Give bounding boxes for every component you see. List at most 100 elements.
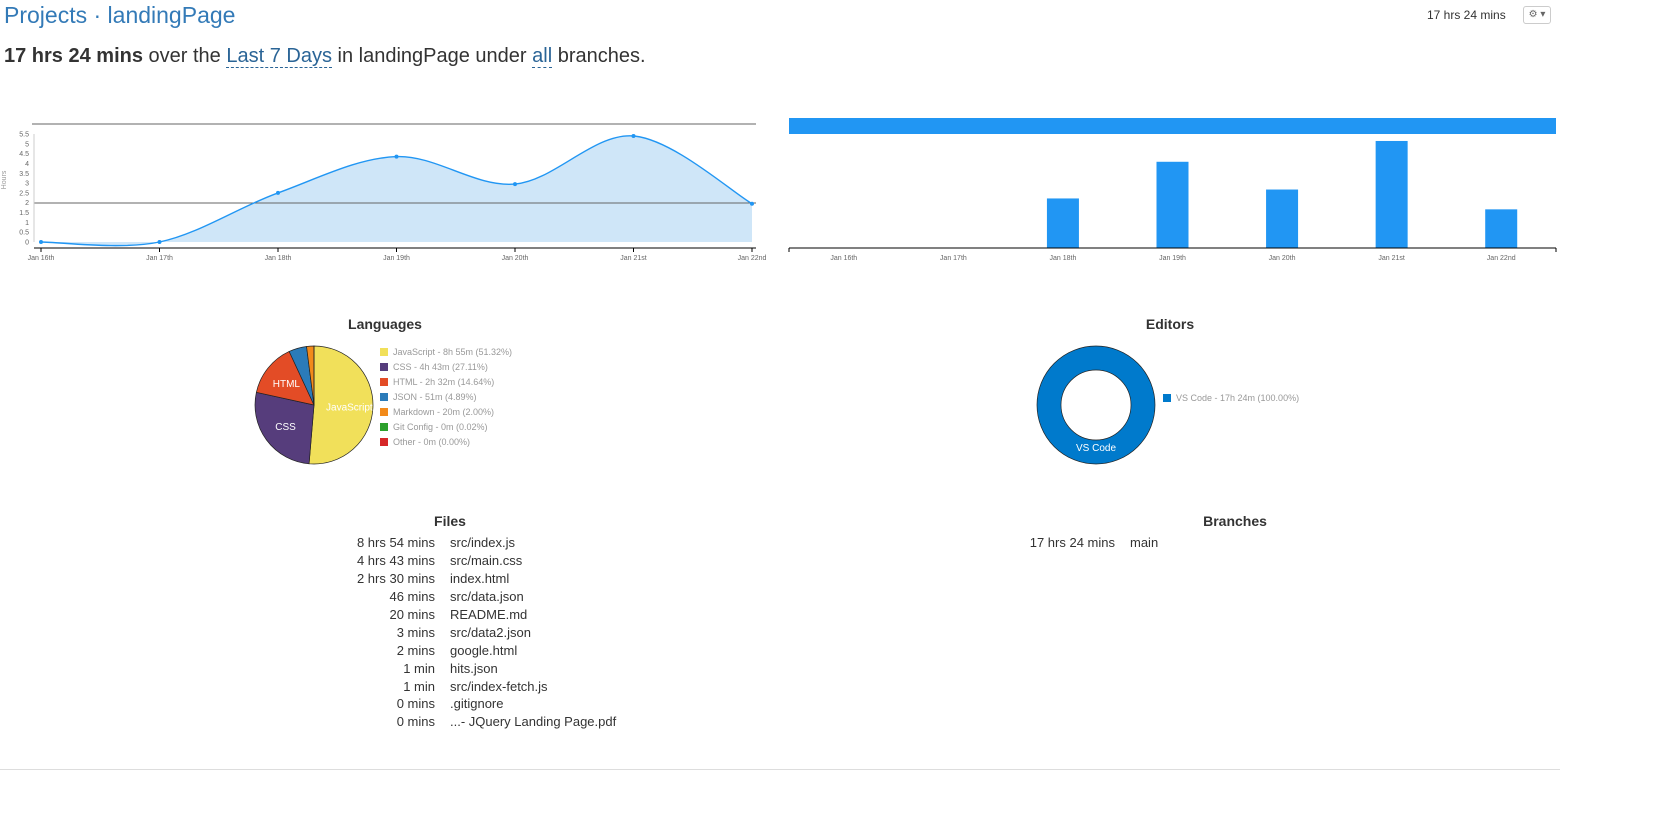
bar-x-tick-label: Jan 16th	[830, 255, 857, 262]
language-slice-label: JavaScript	[326, 402, 373, 413]
y-tick-label: 2.5	[19, 190, 29, 197]
file-row: 0 mins ...- JQuery Landing Page.pdf	[330, 713, 617, 731]
summary-text-1: over the	[142, 45, 227, 67]
language-legend-item[interactable]: Markdown - 20m (2.00%)	[380, 404, 512, 419]
editor-slice-label: VS Code	[1076, 443, 1116, 454]
file-row-name: index.html	[450, 571, 510, 587]
file-row-duration: 0 mins	[396, 696, 435, 712]
legend-label: JavaScript - 8h 55m (51.32%)	[393, 346, 513, 357]
language-slice[interactable]	[254, 391, 315, 465]
summary-text-2: in landingPage under	[331, 45, 533, 67]
y-tick-label: 5	[25, 141, 29, 148]
language-legend-item[interactable]: JavaScript - 8h 55m (51.32%)	[380, 344, 512, 359]
area-point[interactable]	[157, 240, 162, 244]
bar-x-tick-label: Jan 19th	[1159, 255, 1186, 262]
file-row-duration: 1 min	[403, 678, 435, 694]
header-total-time: 17 hrs 24 mins	[1427, 8, 1506, 22]
language-slice[interactable]	[255, 351, 315, 406]
bar-x-tick-label: Jan 20th	[1269, 255, 1296, 262]
file-row: 0 mins .gitignore	[330, 695, 616, 713]
editors-legend: VS Code - 17h 24m (100.00%)	[1163, 390, 1299, 405]
file-row-name: ...- JQuery Landing Page.pdf	[450, 714, 617, 730]
bar-x-tick-label: Jan 22nd	[1487, 255, 1516, 262]
file-row-duration: 46 mins	[389, 589, 435, 605]
breadcrumb-separator: ·	[87, 2, 108, 28]
day-bar[interactable]	[1485, 209, 1518, 248]
languages-pie-chart: JavaScript CSS HTML	[254, 345, 374, 465]
legend-label: Other - 0m (0.00%)	[393, 436, 471, 447]
branch-filter-selector[interactable]: all	[532, 45, 553, 68]
file-row-name: src/index-fetch.js	[450, 678, 548, 694]
area-point[interactable]	[394, 154, 399, 159]
summary-text-3: branches.	[552, 45, 646, 67]
branch-row: 17 hrs 24 mins main	[1010, 534, 1158, 552]
y-tick-label: 2	[25, 200, 29, 207]
caret-down-icon: ▾	[1540, 9, 1546, 20]
file-row-duration: 20 mins	[389, 607, 435, 622]
gear-icon: ⚙	[1528, 9, 1538, 20]
file-row: 20 mins README.md	[330, 606, 616, 624]
editor-legend-item[interactable]: VS Code - 17h 24m (100.00%)	[1163, 390, 1299, 405]
y-tick-label: 3.5	[19, 171, 29, 178]
file-row-name: src/data.json	[450, 589, 524, 605]
area-point[interactable]	[750, 201, 754, 206]
breadcrumb-projects-link[interactable]: Projects	[4, 2, 88, 28]
language-legend-item[interactable]: HTML - 2h 32m (14.64%)	[380, 374, 512, 389]
language-legend-item[interactable]: Git Config - 0m (0.02%)	[380, 419, 512, 434]
y-tick-label: 5.5	[19, 132, 29, 139]
editor-slice[interactable]	[1037, 346, 1155, 464]
files-title: Files	[434, 513, 466, 529]
donut-outer-edge	[1036, 345, 1156, 465]
legend-swatch	[380, 422, 388, 431]
settings-dropdown-button[interactable]: ⚙ ▾	[1523, 6, 1551, 24]
language-slice-label: HTML	[273, 379, 301, 390]
legend-label: Git Config - 0m (0.02%)	[393, 421, 488, 432]
day-bar[interactable]	[1375, 140, 1408, 248]
x-tick-label: Jan 19th	[383, 255, 410, 262]
file-row: 1 min hits.json	[330, 659, 616, 677]
bar-x-tick-label: Jan 18th	[1049, 255, 1076, 262]
legend-swatch	[380, 377, 388, 386]
language-legend-item[interactable]: CSS - 4h 43m (27.11%)	[380, 359, 512, 374]
breadcrumb-project-link[interactable]: landingPage	[107, 2, 236, 28]
bar-x-tick-label: Jan 21st	[1378, 255, 1405, 262]
file-row-name: src/data2.json	[450, 624, 531, 640]
day-bar[interactable]	[1156, 161, 1189, 248]
area-point[interactable]	[39, 240, 43, 244]
language-legend-item[interactable]: Other - 0m (0.00%)	[380, 434, 512, 449]
bottom-divider	[0, 769, 1560, 770]
file-row: 8 hrs 54 mins src/index.js	[330, 534, 616, 552]
y-tick-label: 1	[25, 220, 29, 227]
date-range-selector[interactable]: Last 7 Days	[226, 45, 332, 68]
breadcrumb: Projects · landingPage	[4, 2, 235, 29]
language-legend-item[interactable]: JSON - 51m (4.89%)	[380, 389, 512, 404]
file-row-name: .gitignore	[450, 696, 504, 712]
x-tick-label: Jan 18th	[265, 255, 292, 262]
area-point[interactable]	[276, 190, 280, 195]
y-tick-label: 3	[25, 181, 29, 188]
area-point[interactable]	[513, 182, 517, 187]
legend-label: JSON - 51m (4.89%)	[393, 391, 477, 402]
file-row: 2 mins google.html	[330, 641, 616, 659]
languages-legend: JavaScript - 8h 55m (51.32%) CSS - 4h 43m…	[380, 344, 512, 449]
editors-donut-chart: VS Code	[1036, 345, 1156, 465]
legend-swatch	[380, 362, 388, 371]
files-list: 8 hrs 54 mins src/index.js 4 hrs 43 mins sr…	[330, 534, 616, 731]
legend-label: CSS - 4h 43m (27.11%)	[393, 361, 488, 372]
language-slice[interactable]	[308, 345, 374, 465]
y-tick-label: 0	[25, 240, 29, 247]
summary-sentence: 17 hrs 24 mins over the Last 7 Days in l…	[4, 45, 646, 68]
area-point[interactable]	[631, 133, 636, 138]
x-tick-label: Jan 17th	[146, 255, 173, 262]
x-tick-label: Jan 22nd	[738, 255, 767, 262]
file-row: 2 hrs 30 mins index.html	[330, 570, 616, 588]
legend-swatch	[1163, 393, 1171, 402]
day-bar[interactable]	[1266, 189, 1299, 248]
legend-label: HTML - 2h 32m (14.64%)	[393, 376, 495, 387]
day-bar[interactable]	[1046, 198, 1079, 248]
area-fill	[41, 135, 752, 246]
daily-bar-chart: Jan 16th Jan 17th Jan 18th Jan 19th Jan 20th…	[788, 118, 1557, 262]
file-row-name: hits.json	[450, 660, 498, 676]
file-row-duration: 8 hrs 54 mins	[356, 535, 435, 551]
file-row-duration: 1 min	[403, 660, 435, 676]
